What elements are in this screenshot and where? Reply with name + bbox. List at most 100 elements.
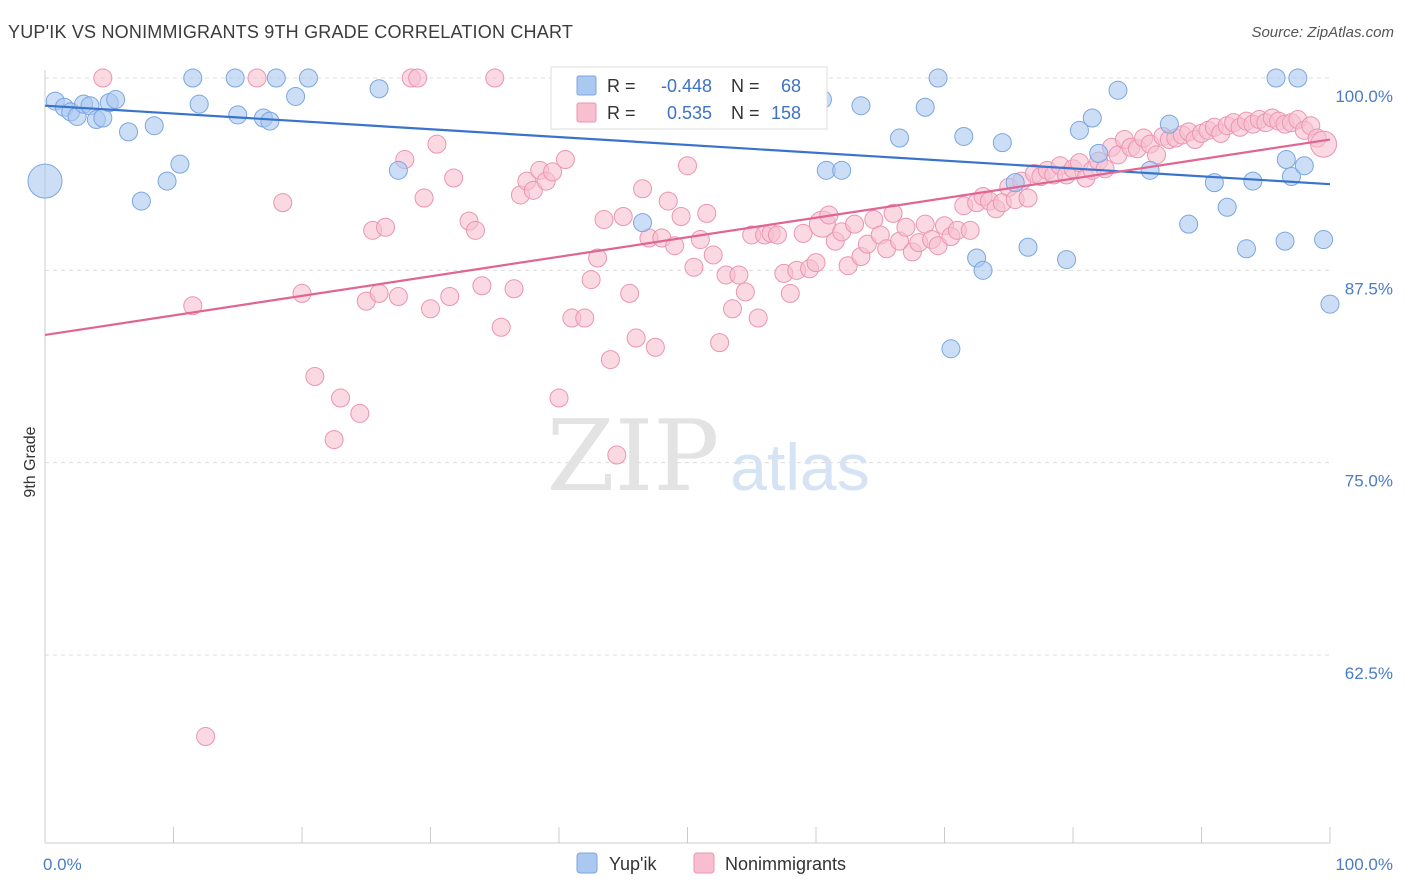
nonimmigrants-point-45 [620, 283, 640, 303]
yupik-point-43 [1057, 250, 1077, 270]
bottom-legend-label-yupik: Yup'ik [609, 854, 657, 874]
nonimmigrants-point-72 [793, 223, 813, 243]
nonimmigrants-point-17 [408, 68, 428, 88]
nonimmigrants-point-35 [549, 388, 569, 408]
yupik-point-12 [131, 191, 151, 211]
nonimmigrants-point-2 [196, 727, 216, 747]
yupik-point-26 [388, 160, 408, 180]
nonimmigrants-point-3 [247, 68, 267, 88]
y-tick-label-3: 100.0% [1335, 87, 1393, 106]
nonimmigrants-point-80 [845, 214, 865, 234]
nonimmigrants-point-98 [960, 220, 980, 240]
nonimmigrants-point-31 [523, 180, 543, 200]
bottom-legend-swatch-nonimmigrants [693, 852, 715, 874]
nonimmigrants-point-8 [331, 388, 351, 408]
nonimmigrants-point-88 [896, 217, 916, 237]
nonimmigrants-point-0 [93, 68, 113, 88]
nonimmigrants-trend-line [44, 138, 1331, 337]
series-legend: Yup'ik Nonimmigrants [576, 852, 846, 874]
x-tick-labels: 0.0% 100.0% [43, 855, 1393, 874]
nonimmigrants-point-40 [588, 248, 608, 268]
yupik-point-56 [1275, 231, 1295, 251]
nonimmigrants-point-70 [780, 283, 800, 303]
nonimmigrants-point-6 [305, 367, 325, 387]
nonimmigrants-point-65 [748, 308, 768, 328]
nonimmigrants-point-54 [678, 156, 697, 176]
nonimmigrants-point-52 [665, 236, 685, 256]
yupik-point-19 [228, 105, 248, 125]
yupik-point-17 [189, 94, 209, 114]
nonimmigrants-point-58 [703, 245, 723, 265]
yupik-point-57 [1276, 150, 1296, 170]
legend-n-label-yupik: N = [731, 76, 760, 96]
yupik-point-24 [298, 68, 318, 88]
nonimmigrants-point-61 [722, 299, 742, 319]
yupik-point-47 [1108, 80, 1128, 100]
nonimmigrants-point-51 [658, 191, 678, 211]
yupik-point-23 [286, 86, 306, 106]
nonimmigrants-point-21 [440, 286, 460, 306]
y-tick-label-1: 75.0% [1345, 472, 1393, 491]
yupik-point-15 [170, 154, 190, 174]
nonimmigrants-point-19 [421, 299, 440, 319]
yupik-point-55 [1266, 68, 1286, 88]
y-tick-labels: 62.5% 75.0% 87.5% 100.0% [1335, 87, 1393, 683]
nonimmigrants-point-55 [684, 257, 704, 277]
yupik-point-60 [1294, 156, 1314, 176]
yupik-point-16 [183, 68, 203, 88]
yupik-point-18 [225, 68, 245, 88]
yupik-point-59 [1288, 68, 1308, 88]
yupik-point-61 [1314, 230, 1334, 250]
yupik-point-13 [144, 116, 164, 136]
yupik-point-42 [1018, 237, 1038, 257]
yupik-point-33 [890, 128, 910, 148]
legend-r-label-yupik: R = [607, 76, 636, 96]
nonimmigrants-point-43 [607, 445, 627, 465]
yupik-point-21 [260, 111, 280, 131]
axes [44, 70, 1331, 844]
x-tick-label-0: 0.0% [43, 855, 82, 874]
nonimmigrants-point-1 [183, 296, 203, 316]
nonimmigrants-point-93 [928, 236, 948, 256]
chart-title: YUP'IK VS NONIMMIGRANTS 9TH GRADE CORREL… [8, 22, 574, 42]
yupik-point-40 [992, 133, 1012, 153]
legend-r-label-nonimmigrants: R = [607, 103, 636, 123]
nonimmigrants-point-49 [645, 337, 665, 357]
yupik-point-10 [106, 90, 126, 110]
legend-n-value-nonimmigrants: 158 [771, 103, 801, 123]
nonimmigrants-point-74 [806, 253, 826, 273]
yupik-point-45 [1082, 108, 1102, 128]
yupik-point-27 [633, 213, 653, 233]
stats-legend: R = -0.448 N = 68 R = 0.535 N = 158 [550, 66, 828, 130]
yupik-point-44 [1069, 120, 1089, 140]
nonimmigrants-point-20 [427, 134, 447, 154]
yupik-point-11 [119, 122, 139, 142]
nonimmigrants-point-153 [1310, 130, 1338, 158]
yupik-point-49 [1159, 114, 1179, 134]
nonimmigrants-point-7 [324, 430, 344, 450]
nonimmigrants-point-4 [273, 193, 293, 213]
yupik-point-22 [266, 68, 286, 88]
nonimmigrants-point-82 [857, 234, 877, 254]
nonimmigrants-point-44 [613, 206, 633, 226]
nonimmigrants-point-39 [581, 270, 601, 290]
nonimmigrants-point-38 [575, 308, 595, 328]
legend-swatch-nonimmigrants [576, 102, 597, 123]
y-tick-label-2: 87.5% [1345, 279, 1393, 298]
yupik-point-50 [1179, 214, 1199, 234]
nonimmigrants-point-86 [883, 203, 903, 223]
nonimmigrants-point-79 [838, 256, 858, 276]
nonimmigrants-point-41 [594, 210, 614, 230]
nonimmigrants-point-42 [600, 350, 620, 370]
nonimmigrants-point-59 [710, 333, 730, 353]
nonimmigrants-point-63 [735, 282, 755, 302]
y-tick-label-0: 62.5% [1345, 664, 1393, 683]
nonimmigrants-point-53 [671, 206, 691, 226]
nonimmigrants-point-47 [633, 179, 653, 199]
watermark-zip: ZIP [547, 400, 720, 514]
nonimmigrants-point-62 [729, 265, 749, 285]
y-axis-title: 9th Grade [22, 426, 39, 497]
watermark-atlas: atlas [730, 430, 869, 504]
nonimmigrants-point-36 [555, 150, 575, 170]
